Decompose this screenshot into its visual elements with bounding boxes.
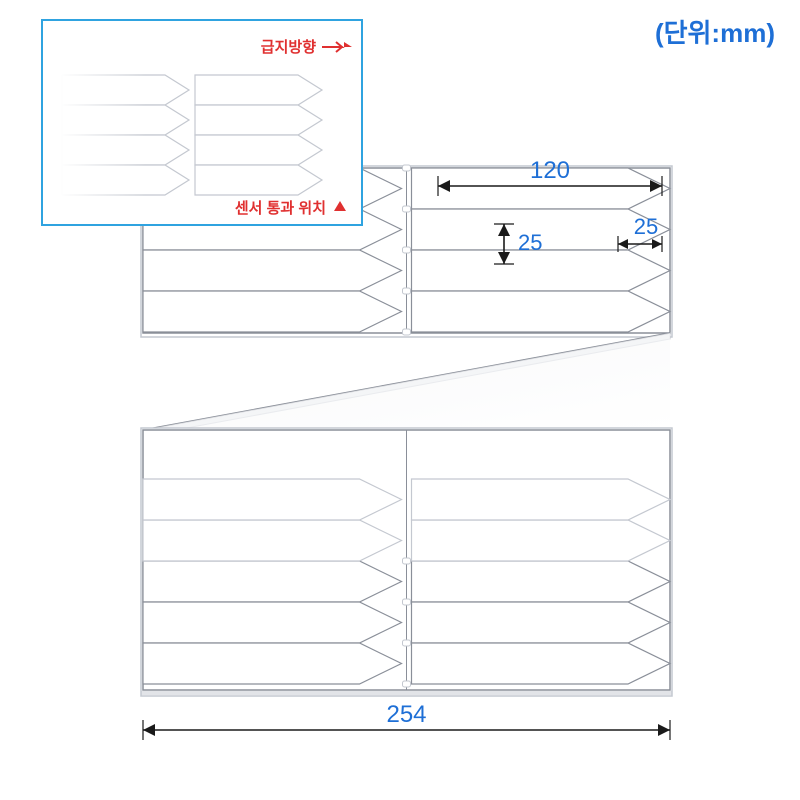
dim-point-length-label: 25: [634, 214, 658, 239]
dim-total-width-label: 254: [386, 701, 426, 728]
inset-panel: 급지방향센서 통과 위치: [42, 20, 362, 225]
inset-feed-label: 급지방향: [261, 38, 316, 56]
dim-total-width: 254: [143, 701, 670, 740]
dim-label-width-label: 120: [530, 157, 570, 184]
dim-label-height-label: 25: [518, 230, 542, 255]
inset-sensor-label: 센서 통과 위치: [235, 200, 326, 217]
unit-label: (단위:mm): [655, 18, 775, 48]
sheet-bottom: [141, 428, 672, 696]
